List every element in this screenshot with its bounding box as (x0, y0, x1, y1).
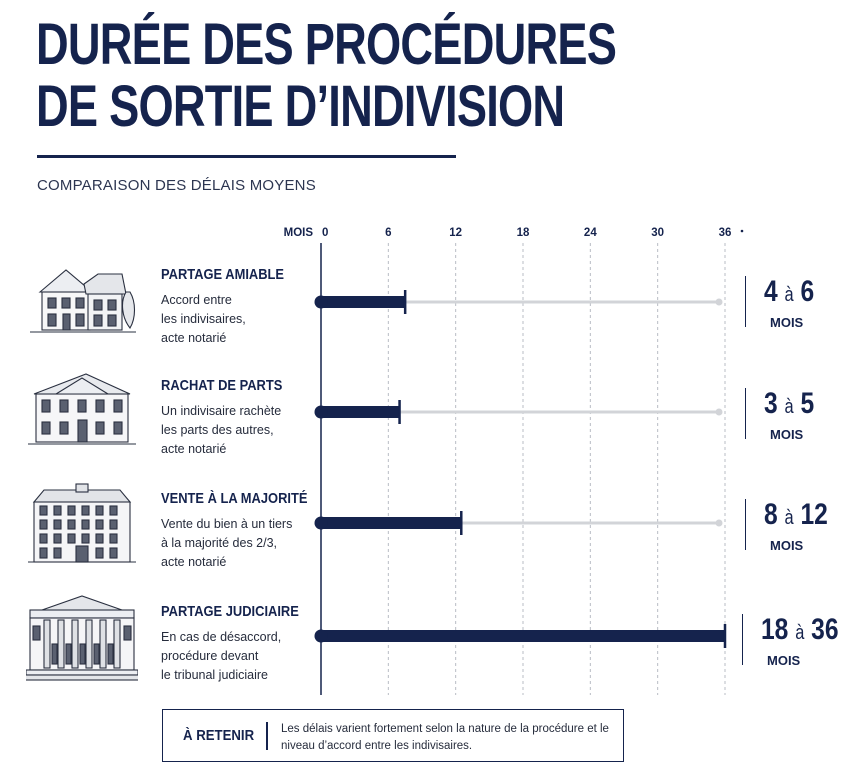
tick-label: 18 (517, 227, 530, 239)
bar (321, 517, 462, 529)
duration-unit: MOIS (767, 653, 801, 668)
tick-label: 24 (584, 227, 597, 239)
procedure-title: PARTAGE JUDICIAIRE (161, 603, 299, 620)
page-subtitle: COMPARAISON DES DÉLAIS MOYENS (37, 177, 316, 194)
tick-label: 36 (719, 227, 732, 239)
duration-unit: MOIS (770, 315, 804, 330)
tick-label: 0 (322, 227, 328, 239)
tick-label: 6 (385, 227, 391, 239)
tick-label: 12 (449, 227, 462, 239)
duration-unit: MOIS (770, 538, 804, 553)
bar (321, 296, 406, 308)
duration-range: 8 à 12 (764, 499, 830, 534)
page-title: DURÉE DES PROCÉDURES DE SORTIE D’INDIVIS… (36, 12, 617, 139)
x-axis-label: MOIS (284, 227, 314, 239)
bar-track-end (715, 632, 723, 640)
duration-label: 3 à 5 MOIS (745, 388, 845, 442)
duration-min: 8 (764, 498, 778, 531)
duration-label: 8 à 12 MOIS (745, 499, 845, 553)
duration-range: 18 à 36 (761, 613, 839, 649)
key-takeaway-box: À RETENIR Les délais varient fortement s… (162, 709, 624, 762)
page-title-line2: DE SORTIE D’INDIVISION (36, 74, 565, 139)
courthouse-icon (23, 592, 141, 682)
duration-connector: à (784, 284, 794, 306)
procedure-title: RACHAT DE PARTS (161, 377, 283, 394)
duration-label: 4 à 6 MOIS (745, 276, 845, 330)
house-icon (26, 370, 138, 460)
bar (321, 630, 725, 642)
apartment-building-icon (26, 482, 138, 572)
duration-range: 4 à 6 (764, 276, 830, 311)
key-takeaway-divider (266, 722, 268, 750)
procedure-description: Accord entre les indivisaires, acte nota… (161, 293, 246, 345)
duration-connector: à (784, 507, 794, 529)
house-icon (26, 262, 138, 352)
duration-max: 12 (800, 498, 828, 531)
bar-track-end (715, 519, 723, 527)
title-divider (37, 155, 456, 158)
key-takeaway-label: À RETENIR (183, 727, 255, 744)
duration-connector: à (784, 396, 794, 418)
duration-unit: MOIS (770, 427, 804, 442)
duration-max: 36 (811, 613, 839, 646)
procedure-description: Vente du bien à un tiers à la majorité d… (161, 517, 293, 569)
bar (321, 406, 400, 418)
procedure-description: En cas de désaccord, procédure devant le… (161, 630, 282, 682)
procedure-title: VENTE À LA MAJORITÉ (161, 490, 308, 507)
bar-track-end (715, 298, 723, 306)
duration-min: 4 (764, 275, 778, 308)
duration-max: 6 (800, 275, 815, 308)
duration-min: 3 (764, 387, 778, 420)
key-takeaway-text: Les délais varient fortement selon la na… (281, 723, 609, 752)
procedure-title: PARTAGE AMIABLE (161, 266, 285, 283)
tick-label: 30 (651, 227, 664, 239)
duration-min: 18 (761, 613, 789, 646)
axis-end-dot (740, 229, 744, 233)
duration-connector: à (795, 622, 805, 644)
duration-label: 18 à 36 MOIS (742, 613, 842, 668)
duration-max: 5 (800, 387, 815, 420)
duration-range: 3 à 5 (764, 388, 830, 423)
page-title-line1: DURÉE DES PROCÉDURES (36, 12, 617, 77)
bar-track-end (715, 408, 723, 416)
procedure-description: Un indivisaire rachète les parts des aut… (161, 404, 282, 456)
